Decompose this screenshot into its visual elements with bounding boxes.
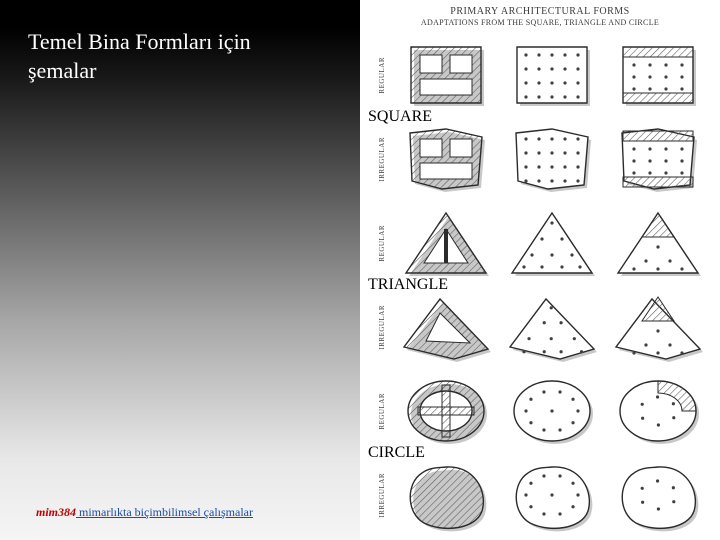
slide-footer: mim384 mimarlıkta biçimbilimsel çalışmal… [36, 505, 253, 520]
diagram-cell [608, 371, 708, 451]
diagram-cell [608, 203, 708, 283]
diagram-cell [396, 203, 496, 283]
title-line-1: Temel Bina Formları için [28, 29, 251, 54]
diagram-cell [396, 455, 496, 535]
diagram-cell [608, 119, 708, 199]
diagram-cell [502, 455, 602, 535]
diagram-cell [502, 203, 602, 283]
diagram-cell [502, 371, 602, 451]
diagram-cell [502, 35, 602, 115]
diagram-cell [502, 287, 602, 367]
diagram-cell [608, 287, 708, 367]
figure-panel: PRIMARY ARCHITECTURAL FORMS ADAPTATIONS … [360, 0, 720, 540]
diagram-cell [396, 119, 496, 199]
diagram-cell [396, 371, 496, 451]
figure-title: PRIMARY ARCHITECTURAL FORMS [370, 6, 710, 17]
course-name: mimarlıkta biçimbilimsel çalışmalar [76, 505, 253, 519]
diagram-cell [502, 119, 602, 199]
row-labels: REGULARIRREGULARSQUAREREGULARIRREGULARTR… [370, 33, 394, 537]
diagram-cell [396, 287, 496, 367]
diagram-cell [608, 35, 708, 115]
course-code: mim384 [36, 505, 76, 519]
figure-subtitle: ADAPTATIONS FROM THE SQUARE, TRIANGLE AN… [370, 18, 710, 27]
figure-grid-wrap: REGULARIRREGULARSQUAREREGULARIRREGULARTR… [370, 33, 710, 537]
slide-title: Temel Bina Formları için şemalar [28, 28, 344, 85]
diagram-cell [608, 455, 708, 535]
left-panel: Temel Bina Formları için şemalar mim384 … [0, 0, 360, 540]
title-line-2: şemalar [28, 58, 96, 83]
diagram-cell [396, 35, 496, 115]
